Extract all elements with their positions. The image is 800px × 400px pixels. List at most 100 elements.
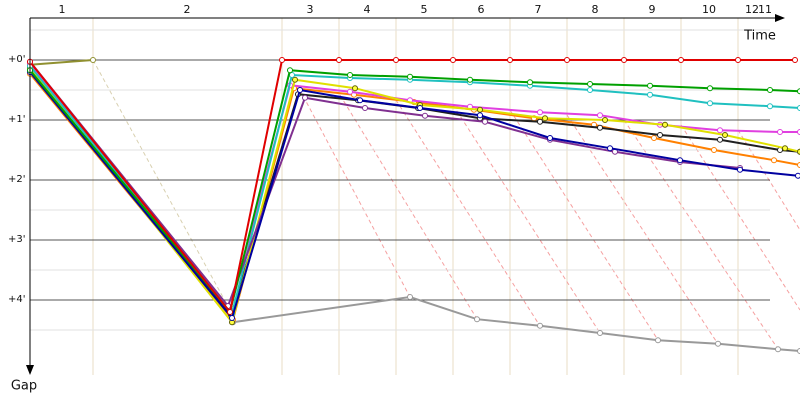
point bbox=[717, 127, 723, 134]
point bbox=[357, 97, 363, 104]
x-tick-label: 8 bbox=[592, 3, 599, 16]
y-tick-label: +0' bbox=[8, 54, 26, 65]
point bbox=[287, 67, 293, 74]
point bbox=[422, 112, 428, 119]
point bbox=[347, 72, 353, 78]
point bbox=[797, 148, 800, 155]
point bbox=[657, 132, 663, 138]
point bbox=[407, 73, 413, 80]
point bbox=[527, 79, 533, 86]
point bbox=[767, 103, 773, 110]
point bbox=[737, 166, 743, 173]
point bbox=[722, 132, 728, 138]
point bbox=[292, 76, 298, 83]
point bbox=[711, 147, 717, 153]
x-tick-label: 12 bbox=[745, 3, 759, 16]
x-tick-label: 5 bbox=[421, 3, 428, 16]
point bbox=[482, 118, 488, 125]
point bbox=[602, 117, 608, 123]
series-line bbox=[29, 71, 799, 321]
series-line bbox=[29, 73, 800, 322]
series-line bbox=[29, 59, 795, 315]
x-tick-label: 4 bbox=[364, 3, 371, 16]
point bbox=[302, 94, 308, 101]
y-tick-label: +1' bbox=[8, 114, 26, 125]
x-tick-label: 3 bbox=[307, 3, 314, 16]
point bbox=[597, 330, 603, 336]
point bbox=[795, 172, 800, 179]
point bbox=[647, 91, 653, 98]
point bbox=[647, 82, 653, 89]
point bbox=[279, 57, 285, 63]
point bbox=[662, 121, 668, 128]
x-tick-label: 1 bbox=[59, 3, 66, 16]
point bbox=[352, 85, 358, 92]
point bbox=[467, 76, 473, 83]
lap-lines bbox=[92, 18, 739, 375]
x-tick-label: 7 bbox=[535, 3, 542, 16]
y-tick-label: +3' bbox=[8, 234, 26, 245]
point bbox=[677, 157, 683, 164]
lap-diagonals bbox=[92, 59, 800, 350]
point bbox=[797, 105, 800, 111]
point bbox=[450, 57, 456, 63]
point bbox=[564, 57, 570, 63]
point bbox=[407, 294, 413, 300]
grid bbox=[30, 29, 770, 331]
point bbox=[474, 316, 480, 323]
point bbox=[678, 57, 684, 63]
series-line bbox=[29, 67, 800, 325]
point bbox=[297, 87, 303, 93]
x-tick-label: 2 bbox=[184, 3, 191, 16]
point bbox=[777, 129, 783, 135]
point bbox=[597, 124, 603, 131]
point bbox=[775, 346, 781, 353]
series-line bbox=[29, 69, 800, 315]
point bbox=[537, 322, 543, 329]
point bbox=[717, 136, 723, 143]
point bbox=[547, 135, 553, 141]
point bbox=[477, 112, 483, 119]
series-line bbox=[29, 63, 800, 313]
point bbox=[336, 57, 342, 63]
point bbox=[707, 100, 713, 107]
point bbox=[621, 57, 627, 63]
point bbox=[90, 57, 96, 63]
point bbox=[607, 145, 613, 152]
point bbox=[507, 57, 513, 63]
point bbox=[767, 87, 773, 93]
point bbox=[651, 135, 657, 141]
point bbox=[417, 105, 423, 111]
point bbox=[542, 115, 548, 122]
y-arrow bbox=[26, 365, 34, 375]
point bbox=[792, 57, 798, 63]
point bbox=[771, 157, 777, 164]
point bbox=[797, 348, 800, 354]
x-arrow bbox=[775, 14, 785, 22]
point bbox=[797, 88, 800, 95]
x-tick-label: 11 bbox=[758, 3, 772, 16]
point bbox=[587, 81, 593, 87]
x-tick-label: 6 bbox=[478, 3, 485, 16]
point bbox=[587, 87, 593, 93]
series-line bbox=[29, 59, 94, 66]
point bbox=[655, 337, 661, 344]
y-tick-label: +4' bbox=[8, 294, 26, 305]
point bbox=[347, 88, 353, 95]
point bbox=[227, 309, 233, 315]
point bbox=[707, 85, 713, 92]
x-tick-label: 10 bbox=[702, 3, 716, 16]
point bbox=[782, 145, 788, 152]
point bbox=[477, 106, 483, 113]
point bbox=[797, 162, 800, 168]
point bbox=[797, 129, 800, 135]
point bbox=[537, 109, 543, 116]
point bbox=[229, 315, 235, 321]
y-tick-label: +2' bbox=[8, 174, 26, 185]
y-axis-label: Gap bbox=[11, 379, 37, 394]
point bbox=[735, 57, 741, 63]
plot bbox=[27, 57, 800, 354]
point bbox=[597, 112, 603, 119]
point bbox=[537, 118, 543, 125]
